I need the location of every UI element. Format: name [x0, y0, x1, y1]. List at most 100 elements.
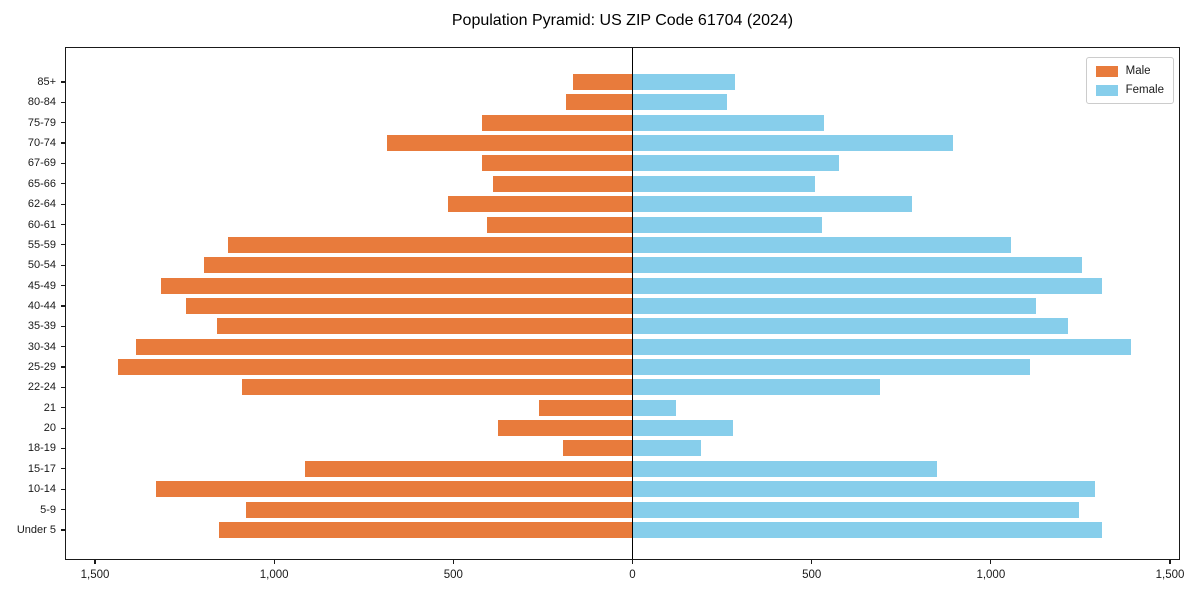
bar-male-67-69: [482, 155, 633, 172]
x-tick-label: 500: [802, 569, 822, 581]
y-tick-label: 18-19: [27, 442, 56, 455]
bar-male-60-61: [487, 216, 633, 233]
y-tick-mark: [61, 305, 66, 307]
bar-female-75-79: [632, 114, 825, 131]
x-tick-label: 1,000: [259, 569, 289, 581]
bar-female-25-29: [632, 359, 1031, 376]
x-tick-label: 1,500: [80, 569, 110, 581]
bar-male-5-9: [245, 501, 633, 518]
y-tick-label: 35-39: [27, 320, 56, 333]
y-tick-label: 45-49: [27, 279, 56, 292]
x-tick-label: 1,000: [976, 569, 1006, 581]
bar-female-15-17: [632, 460, 938, 477]
x-tick-mark: [273, 559, 275, 564]
y-tick-label: 22-24: [27, 381, 56, 394]
y-tick-mark: [61, 285, 66, 287]
y-tick-mark: [61, 162, 66, 165]
legend-label-male: Male: [1125, 65, 1151, 77]
y-tick-label: 15-17: [27, 462, 56, 475]
y-tick-label: 60-61: [27, 218, 56, 231]
y-tick-mark: [61, 223, 66, 226]
y-tick-mark: [61, 488, 66, 490]
y-tick-label: Under 5: [16, 523, 56, 536]
x-tick-mark: [1169, 559, 1171, 564]
y-tick-mark: [61, 529, 66, 531]
bar-male-22-24: [241, 379, 633, 396]
legend: Male Female: [1085, 57, 1174, 104]
bar-male-65-66: [492, 175, 633, 192]
y-tick-label: 30-34: [27, 340, 56, 353]
bar-male-15-17: [304, 460, 633, 477]
bar-female-10-14: [632, 481, 1095, 498]
y-tick-label: 85+: [37, 76, 56, 88]
bar-male-10-14: [155, 481, 633, 498]
y-tick-mark: [61, 427, 66, 429]
y-tick-mark: [61, 244, 66, 246]
legend-swatch-female-icon: [1095, 84, 1118, 96]
bar-male-45-49: [161, 277, 633, 294]
bar-female-18-19: [632, 440, 701, 457]
bar-male-40-44: [186, 297, 633, 314]
x-tick-label: 1,500: [1155, 569, 1185, 581]
y-tick-mark: [61, 183, 66, 185]
bar-male-18-19: [562, 440, 633, 457]
bar-female-70-74: [632, 135, 954, 152]
y-tick-label: 21: [43, 401, 56, 414]
bar-male-75-79: [482, 114, 633, 131]
bar-male-20: [498, 420, 633, 437]
x-tick-mark: [990, 559, 992, 564]
y-tick-mark: [61, 468, 66, 470]
bar-male-55-59: [227, 236, 633, 253]
bar-female-55-59: [632, 236, 1011, 253]
y-tick-label: 50-54: [27, 259, 56, 272]
y-tick-label: 75-79: [27, 116, 56, 129]
bar-female-22-24: [632, 379, 880, 396]
y-tick-label: 80-84: [27, 96, 56, 109]
zero-axis-line: [631, 48, 634, 559]
x-tick-mark: [452, 559, 454, 564]
bar-male-30-34: [136, 338, 633, 355]
bar-male-under-5: [218, 521, 633, 538]
bar-female-30-34: [632, 338, 1131, 355]
legend-swatch-male-icon: [1095, 65, 1118, 77]
bar-male-35-39: [216, 318, 633, 335]
y-tick-label: 20: [43, 422, 56, 435]
bar-male-25-29: [118, 359, 633, 376]
bar-male-85+: [573, 74, 633, 90]
chart-title: Population Pyramid: US ZIP Code 61704 (2…: [451, 12, 794, 29]
y-tick-mark: [61, 386, 66, 388]
bar-female-under-5: [632, 521, 1102, 538]
y-tick-label: 10-14: [27, 483, 56, 496]
y-tick-mark: [61, 142, 66, 144]
bar-female-35-39: [632, 318, 1068, 335]
bar-male-70-74: [387, 135, 633, 152]
plot-area: Male Female 85+ 80-84 75-79 70-74 67-69 65-66…: [17, 47, 1184, 581]
y-tick-mark: [61, 122, 66, 124]
bar-male-21: [539, 399, 633, 416]
y-tick-mark: [61, 366, 66, 368]
legend-label-female: Female: [1125, 84, 1164, 96]
y-tick-mark: [61, 346, 66, 348]
y-tick-label: 25-29: [27, 361, 56, 374]
x-tick-mark: [631, 559, 634, 564]
bar-male-62-64: [447, 196, 633, 213]
bar-female-60-61: [632, 216, 823, 233]
bar-female-45-49: [632, 277, 1102, 294]
y-tick-mark: [61, 264, 66, 266]
x-tick-label: 500: [443, 569, 463, 581]
y-tick-label: 40-44: [27, 299, 56, 312]
bar-female-67-69: [632, 155, 839, 172]
bar-female-40-44: [632, 297, 1036, 314]
y-tick-mark: [61, 447, 66, 450]
x-tick-label: 0: [629, 569, 636, 581]
bar-female-80-84: [632, 94, 728, 111]
bar-female-85+: [632, 74, 735, 90]
bar-female-21: [632, 399, 676, 416]
bar-female-20: [632, 420, 733, 437]
y-tick-label: 65-66: [27, 177, 56, 190]
y-tick-label: 55-59: [27, 238, 56, 251]
bar-female-50-54: [632, 257, 1083, 274]
y-tick-mark: [61, 81, 66, 83]
x-tick-mark: [94, 559, 96, 564]
